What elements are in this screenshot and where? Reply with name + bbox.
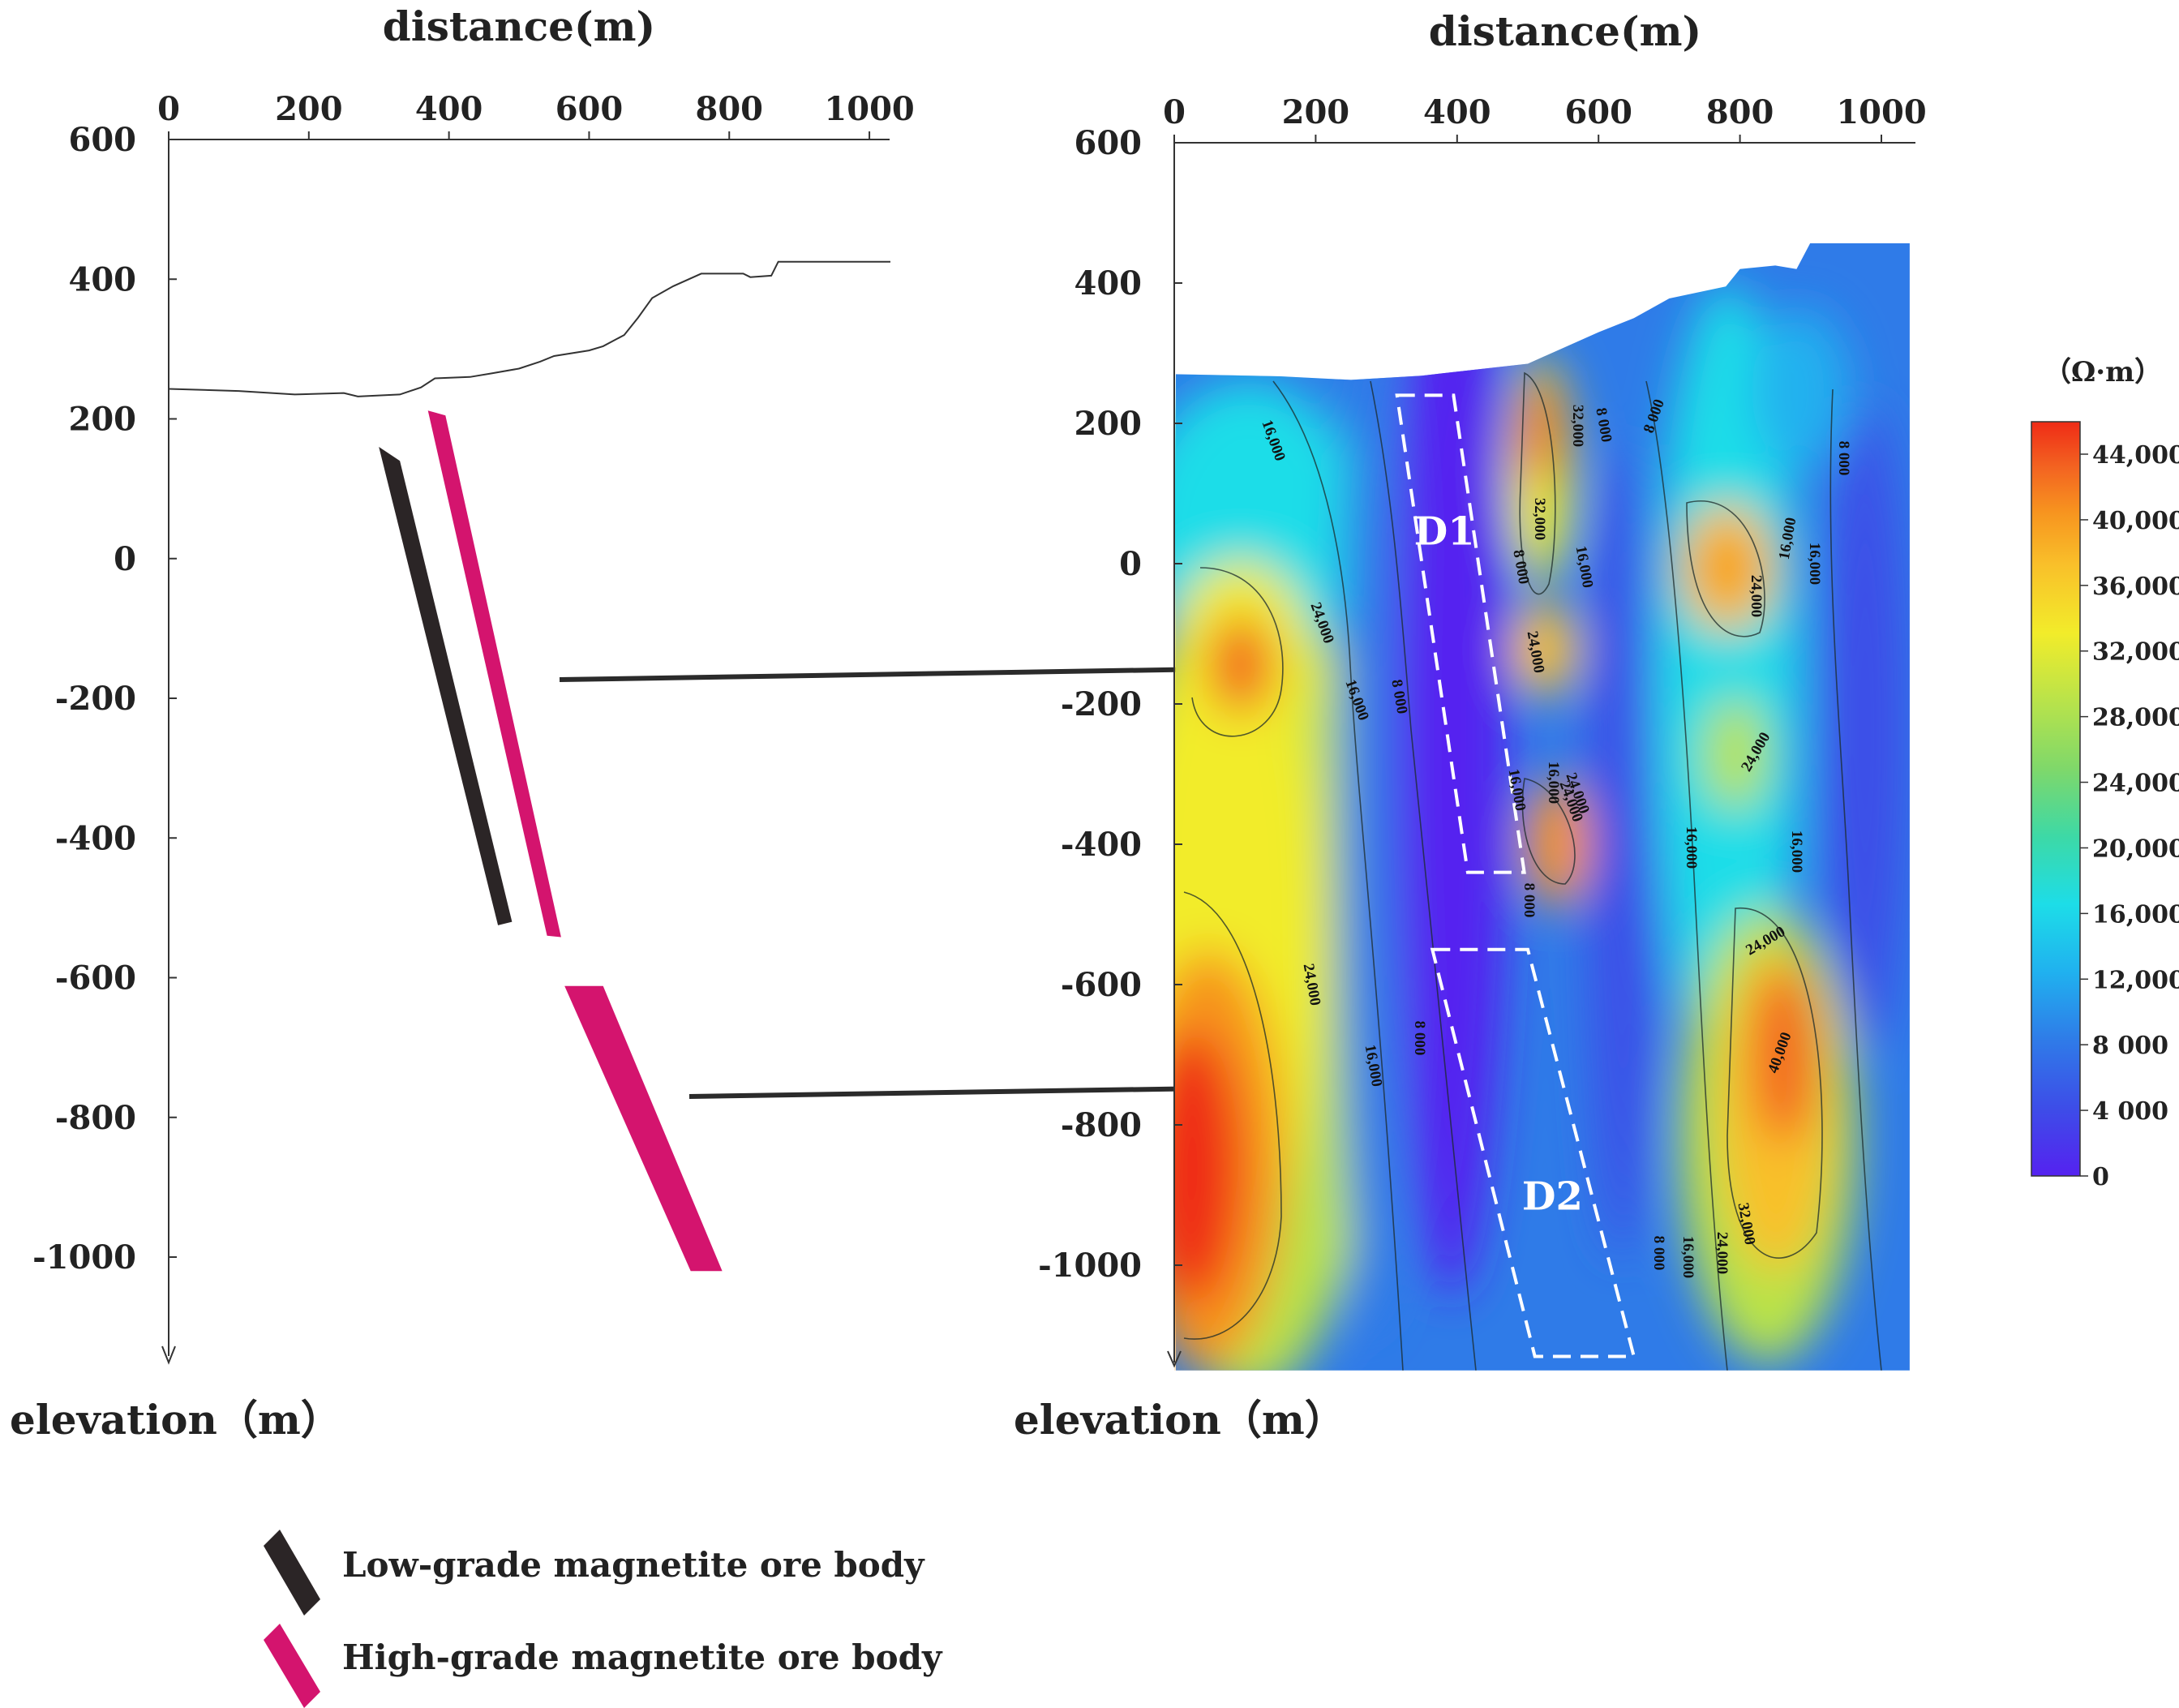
left-y-tick-label: 400 (69, 260, 137, 298)
right-x-tick-label: 0 (1163, 93, 1186, 131)
right-y-tick-label: -1000 (1038, 1247, 1142, 1285)
contour-label: 24,000 (1714, 1232, 1731, 1274)
right-panel: distance(m) (1014, 7, 1927, 1444)
left-x-axis-title: distance(m) (383, 2, 655, 50)
contour-label: 8 000 (1521, 883, 1538, 918)
left-y-ticks: 600 400 200 0 -200 -400 -600 -800 -1000 (32, 121, 177, 1277)
left-y-tick-label: 0 (114, 540, 136, 578)
contour-label: 16,000 (1806, 543, 1823, 585)
left-y-tick-label: -800 (55, 1099, 136, 1137)
left-x-tick-label: 400 (415, 90, 483, 128)
low-grade-ore-body (379, 447, 513, 925)
legend-item-high-grade: High-grade magnetite ore body (264, 1624, 943, 1708)
right-y-tick-label: -800 (1061, 1106, 1142, 1144)
right-x-axis: 0 200 400 600 800 1000 (1163, 93, 1927, 144)
colorbar-tick-label: 16,000 (2092, 900, 2179, 929)
left-y-tick-label: -600 (55, 959, 136, 998)
right-x-tick-label: 800 (1706, 93, 1774, 131)
left-x-ticks: 0 200 400 600 800 1000 (157, 90, 915, 139)
contour-label: 8 000 (1650, 1236, 1667, 1271)
contour-label: 24,000 (1748, 575, 1765, 617)
left-x-tick-label: 800 (696, 90, 764, 128)
legend-label-low-grade: Low-grade magnetite ore body (342, 1545, 925, 1585)
left-x-tick-label: 600 (555, 90, 624, 128)
colorbar: （Ω·m） 44,000 40,000 36,000 32,000 28,000 24,0… (2031, 356, 2179, 1191)
left-y-axis-arrow (161, 1345, 176, 1365)
right-x-tick-label: 600 (1564, 93, 1632, 131)
legend: Low-grade magnetite ore body High-grade … (264, 1530, 943, 1708)
high-grade-ore-body (564, 985, 723, 1272)
right-y-tick-label: 200 (1074, 405, 1143, 443)
contour-label: 16,000 (1788, 830, 1805, 873)
colorbar-tick-label: 40,000 (2092, 507, 2179, 535)
right-y-tick-label: -200 (1061, 685, 1142, 723)
colorbar-tick-label: 36,000 (2092, 573, 2179, 601)
right-y-tick-label: -600 (1061, 966, 1142, 1004)
right-y-tick-label: 600 (1074, 124, 1143, 162)
anomaly-d2-box (1430, 947, 1636, 1358)
contour-label: 16,000 (1545, 762, 1562, 804)
high-grade-ore-body (427, 410, 561, 938)
resistivity-section (1174, 242, 1910, 1371)
right-y-tick-label: 0 (1119, 545, 1142, 583)
left-y-tick-label: -1000 (32, 1238, 136, 1277)
right-x-ticks: 0 200 400 600 800 1000 (1163, 93, 1927, 143)
colorbar-tick-label: 0 (2092, 1163, 2109, 1191)
left-x-axis: 0 200 400 600 800 1000 (157, 90, 915, 140)
resistivity-field (1174, 242, 1906, 1371)
right-x-tick-label: 400 (1423, 93, 1491, 131)
high-grade-swatch-icon (264, 1624, 320, 1708)
left-x-tick-label: 0 (157, 90, 180, 128)
right-y-tick-label: -400 (1061, 826, 1142, 864)
colorbar-tick-label: 4 000 (2092, 1097, 2168, 1126)
colorbar-tick-label: 20,000 (2092, 835, 2179, 863)
right-y-axis-title: elevation（m） (1014, 1396, 1345, 1444)
right-y-axis-arrow (1167, 1350, 1182, 1368)
colorbar-tick-label: 8 000 (2092, 1032, 2168, 1060)
left-y-tick-label: 200 (69, 401, 137, 439)
anomaly-d1-label: D1 (1414, 509, 1475, 555)
anomaly-d1-box (1395, 393, 1526, 874)
contour-label: 8 000 (1835, 441, 1852, 476)
contour-label: 32,000 (1569, 405, 1586, 447)
colorbar-tick-label: 12,000 (2092, 966, 2179, 994)
left-y-tick-label: -400 (55, 819, 136, 857)
colorbar-unit: （Ω·m） (2044, 356, 2162, 388)
left-y-tick-label: 600 (69, 121, 137, 159)
left-x-tick-label: 200 (275, 90, 343, 128)
left-panel: distance(m) 0 200 400 600 800 1000 6004002000… (10, 2, 915, 1444)
right-y-axis: 600 400 200 0 -200 -400 -600 -800 -1000 (1038, 124, 1182, 1368)
left-y-axis-title: elevation（m） (10, 1396, 341, 1444)
contour-lines (1183, 371, 1882, 1371)
colorbar-tick-label: 28,000 (2092, 704, 2179, 732)
left-y-tick-label: -200 (55, 680, 136, 718)
contour-label: 32,000 (1531, 498, 1548, 540)
right-y-tick-label: 400 (1074, 264, 1143, 303)
contour-label: 8 000 (1411, 1021, 1428, 1056)
colorbar-tick-label: 32,000 (2092, 638, 2179, 667)
topography-profile (168, 260, 890, 397)
right-x-tick-label: 1000 (1836, 93, 1926, 131)
colorbar-tick-label: 44,000 (2092, 441, 2179, 470)
legend-item-low-grade: Low-grade magnetite ore body (264, 1530, 925, 1616)
ore-bodies (379, 410, 723, 1272)
left-x-tick-label: 1000 (824, 90, 914, 128)
colorbar-ticks: 44,000 40,000 36,000 32,000 28,000 24,000 20,0… (2080, 441, 2179, 1191)
legend-label-high-grade: High-grade magnetite ore body (342, 1637, 943, 1677)
anomaly-d2-label: D2 (1522, 1174, 1583, 1220)
right-x-axis-title: distance(m) (1429, 7, 1701, 55)
colorbar-tick-label: 24,000 (2092, 770, 2179, 798)
right-x-tick-label: 200 (1282, 93, 1350, 131)
contour-label: 16,000 (1679, 1236, 1696, 1278)
low-grade-swatch-icon (264, 1530, 320, 1616)
contour-label: 16,000 (1683, 826, 1700, 869)
right-y-ticks: 600 400 200 0 -200 -400 -600 -800 -1000 (1038, 124, 1182, 1285)
anomaly-zones: D1 D2 (1395, 393, 1636, 1358)
left-y-axis: 600 400 200 0 -200 -400 -600 -800 -1000 (32, 121, 177, 1365)
colorbar-gradient (2031, 421, 2081, 1177)
